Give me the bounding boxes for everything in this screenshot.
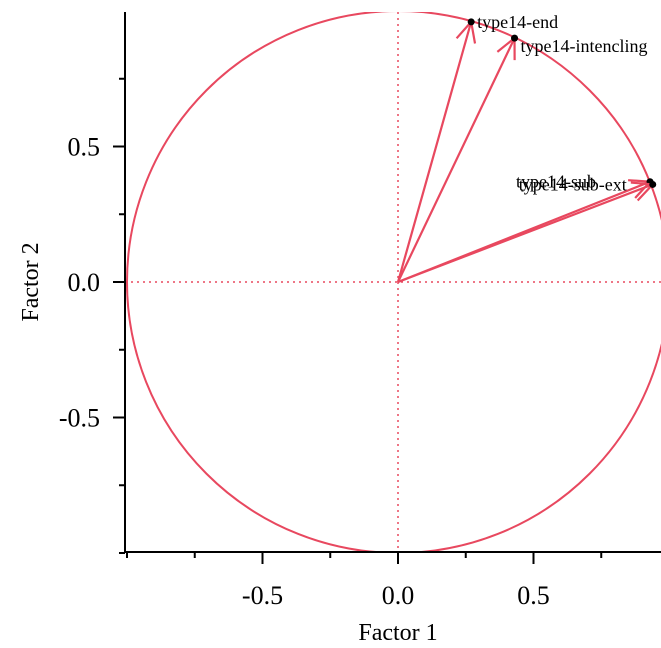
x-tick-label: -0.5 (242, 581, 283, 610)
vector-line (396, 21, 473, 283)
vector-label: type14-sub-ext (519, 174, 627, 194)
vector-endpoint (649, 180, 657, 188)
vector-line (397, 183, 654, 284)
vector-endpoint (511, 34, 519, 42)
y-axis: 0.5 0.0 -0.5 (59, 77, 125, 554)
y-tick-label: 0.0 (68, 268, 101, 297)
vector-line (397, 37, 516, 283)
y-tick-label: 0.5 (68, 133, 101, 162)
x-tick-label: 0.0 (382, 581, 415, 610)
x-axis: -0.5 0.0 0.5 (126, 552, 603, 610)
vector-label: type14-intencling (521, 36, 648, 56)
x-axis-title: Factor 1 (358, 620, 437, 646)
vector-label: type14-sub (516, 172, 596, 192)
axes-frame (124, 12, 661, 553)
y-axis-title: Factor 2 (18, 242, 44, 321)
unit-circle (126, 12, 661, 552)
x-tick-label: 0.5 (517, 581, 550, 610)
y-tick-label: -0.5 (59, 404, 100, 433)
vector-endpoint (467, 18, 475, 26)
vector-label: type14-end (477, 12, 558, 32)
plot-area: type14-end type14-intencling type14-subtyp… (125, 12, 661, 552)
